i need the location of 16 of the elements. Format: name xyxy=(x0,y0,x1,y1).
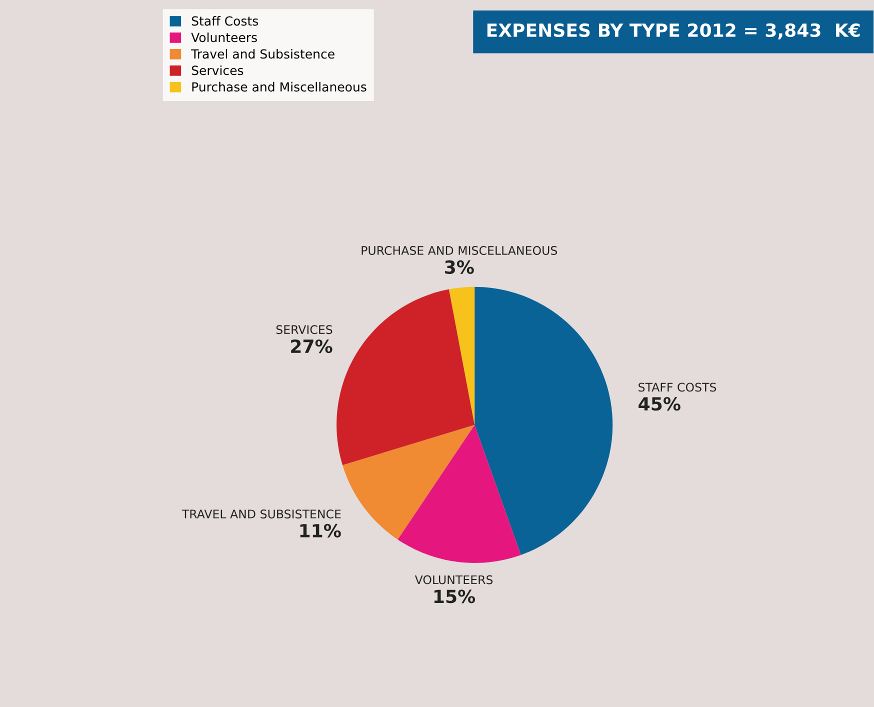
data-label: 27% xyxy=(291,339,332,354)
data-label: 45% xyxy=(638,397,680,411)
text: SERVICES xyxy=(276,325,332,334)
text: TRAVEL AND SUBSISTENCE xyxy=(182,510,341,518)
legend-label: Services xyxy=(192,65,244,76)
legend-label: Purchase and Miscellaneous xyxy=(192,82,366,92)
legend-label: Staff Costs xyxy=(192,16,258,26)
text: PURCHASE AND MISCELLANEOUS xyxy=(362,246,558,255)
text: EXPENSES BY TYPE 2012 = 3,843 K€ xyxy=(487,23,860,40)
data-label: 15% xyxy=(434,590,476,604)
data-label: 11% xyxy=(300,524,341,538)
legend-label: Travel and Subsistence xyxy=(191,48,334,59)
data-label: 3% xyxy=(445,260,474,274)
text: VOLUNTEERS xyxy=(414,575,493,584)
legend-label: Volunteers xyxy=(191,32,257,42)
text: STAFF COSTS xyxy=(638,382,716,392)
